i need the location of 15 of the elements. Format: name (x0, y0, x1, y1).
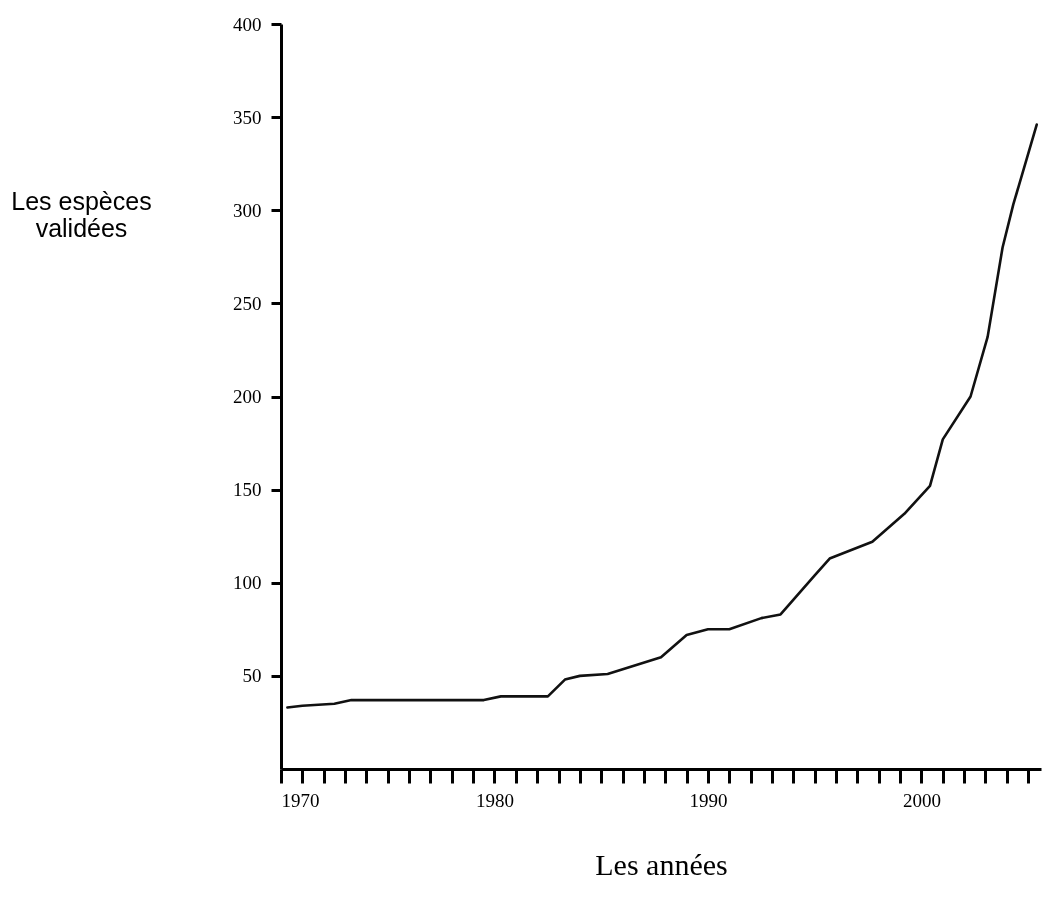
x-tick-label: 1980 (475, 789, 514, 811)
y-tick-label: 300 (233, 199, 262, 221)
x-tick-label: 2000 (902, 789, 941, 811)
x-axis-title: Les années (595, 847, 728, 881)
x-tick-label: 1990 (689, 789, 728, 811)
y-tick-label: 50 (242, 665, 262, 687)
y-tick-label: 400 (233, 13, 262, 35)
line-series (286, 123, 1039, 709)
x-tick-label: 1970 (281, 789, 320, 811)
y-axis-title: Les espèces validées (11, 186, 152, 242)
y-tick-label: 250 (233, 292, 262, 314)
y-tick-label: 150 (233, 479, 262, 501)
y-tick-label: 200 (233, 386, 262, 407)
y-tick-label: 350 (233, 106, 262, 128)
y-tick-label: 100 (233, 572, 262, 594)
